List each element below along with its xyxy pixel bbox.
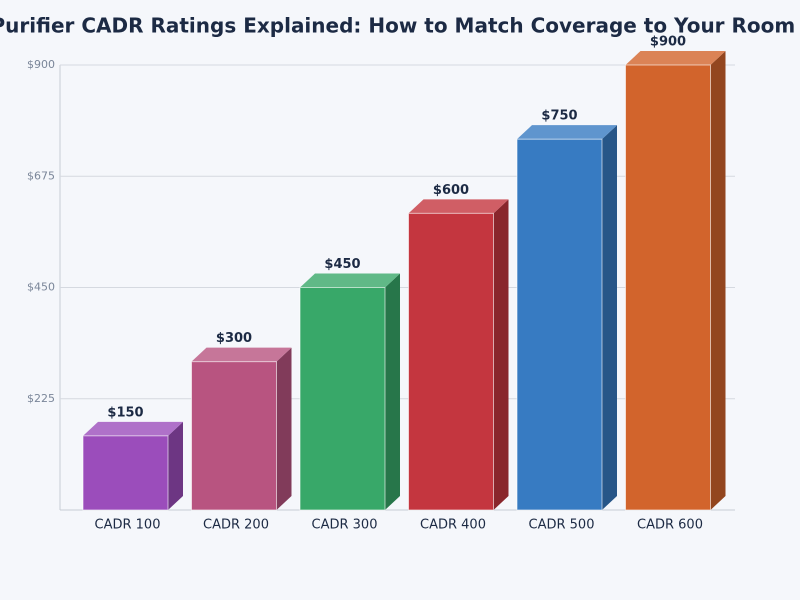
value-label: $150 — [107, 405, 143, 420]
value-label: $450 — [324, 257, 360, 272]
bar — [516, 138, 603, 511]
bar-side — [168, 421, 183, 510]
bar — [82, 435, 169, 511]
bar — [191, 361, 277, 511]
bar — [625, 64, 711, 511]
bar-top — [517, 125, 617, 140]
bar-side — [493, 199, 509, 511]
bar-top — [300, 273, 400, 288]
value-label: $750 — [541, 109, 577, 124]
y-tick-label: $900 — [27, 58, 55, 71]
chart-title: Air Purifier CADR Ratings Explained: How… — [0, 14, 800, 38]
x-tick-label: CADR 100 — [95, 518, 161, 533]
bar — [408, 212, 494, 511]
bar-top — [408, 199, 509, 214]
bar-side — [710, 51, 726, 510]
bar-top — [83, 421, 183, 436]
y-tick-label: $225 — [27, 392, 55, 405]
bar-top — [625, 51, 726, 65]
x-tick-label: CADR 200 — [203, 518, 269, 533]
value-label: $600 — [433, 183, 469, 198]
x-tick-label: CADR 500 — [529, 518, 595, 533]
y-tick-label: $450 — [27, 281, 55, 294]
x-tick-label: CADR 400 — [420, 518, 486, 533]
bar-side — [385, 273, 400, 510]
value-label: $900 — [650, 35, 686, 50]
y-tick-label: $675 — [27, 169, 55, 182]
bar — [299, 287, 386, 511]
bar-top — [191, 347, 292, 362]
x-tick-label: CADR 600 — [637, 518, 703, 533]
bar-side — [602, 125, 617, 511]
x-tick-label: CADR 300 — [312, 518, 378, 533]
value-label: $300 — [216, 331, 252, 346]
bar-side — [276, 347, 292, 510]
